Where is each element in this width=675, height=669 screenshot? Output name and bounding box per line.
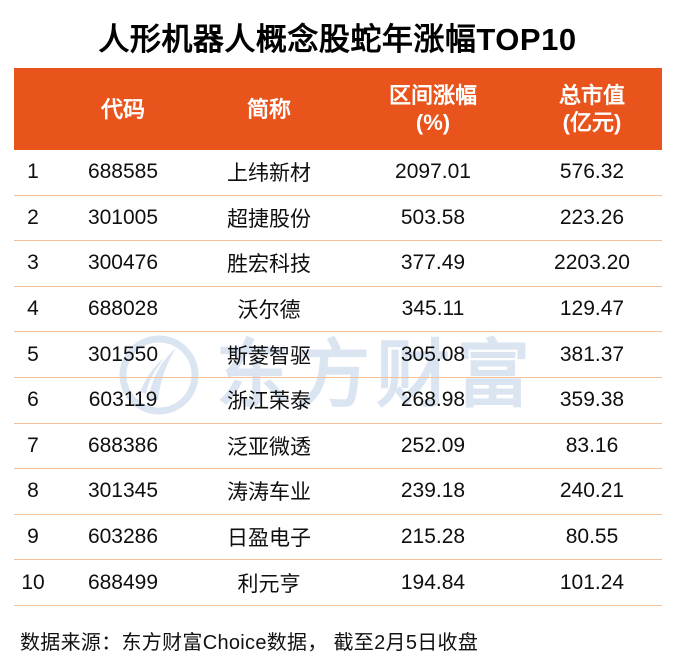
rank-cell: 7 [27, 433, 39, 457]
name-cell: 泛亚微透 [227, 435, 311, 459]
name-cell: 利元亨 [237, 572, 301, 596]
code-cell: 301345 [87, 479, 159, 503]
name-cell: 胜宏科技 [227, 253, 311, 277]
gain-cell: 239.18 [400, 479, 466, 503]
market-cap-cell: 80.55 [565, 525, 619, 549]
market-cap-cell: 223.26 [559, 205, 625, 229]
table-row: 9 603286 日盈电子 215.28 80.55 [14, 515, 662, 561]
rank-cell: 6 [27, 388, 39, 412]
code-cell: 688499 [87, 570, 159, 594]
rank-cell: 4 [27, 297, 39, 321]
rank-cell: 10 [21, 570, 45, 594]
market-cap-cell: 101.24 [559, 570, 625, 594]
market-cap-cell: 576.32 [559, 160, 625, 184]
code-cell: 301005 [87, 205, 159, 229]
table-row: 2 301005 超捷股份 503.58 223.26 [14, 196, 662, 242]
stock-table: 代码 简称 区间涨幅 (%) 总市值 (亿元) 1 688585 上纬新材 2097.01… [14, 68, 662, 606]
market-cap-cell: 359.38 [559, 388, 625, 412]
header-cell-rank [14, 68, 52, 150]
rank-cell: 9 [27, 525, 39, 549]
rank-cell: 1 [27, 160, 39, 184]
code-cell: 688585 [87, 160, 159, 184]
header-cell-market_cap: 总市值 (亿元) [558, 83, 625, 135]
rank-cell: 8 [27, 479, 39, 503]
market-cap-cell: 83.16 [565, 433, 619, 457]
name-cell: 斯菱智驱 [227, 344, 311, 368]
market-cap-cell: 381.37 [559, 342, 625, 366]
page-title: 人形机器人概念股蛇年涨幅TOP10 [98, 22, 577, 57]
code-cell: 688028 [87, 297, 159, 321]
table-row: 6 603119 浙江荣泰 268.98 359.38 [14, 378, 662, 424]
gain-cell: 268.98 [400, 388, 466, 412]
market-cap-cell: 240.21 [559, 479, 625, 503]
gain-cell: 215.28 [400, 525, 466, 549]
header-cell-gain: 区间涨幅 (%) [388, 83, 477, 135]
gain-cell: 252.09 [400, 433, 466, 457]
rank-cell: 2 [27, 205, 39, 229]
gain-cell: 345.11 [401, 297, 465, 321]
code-cell: 603119 [88, 388, 158, 412]
code-cell: 300476 [87, 251, 159, 275]
gain-cell: 194.84 [400, 570, 466, 594]
gain-cell: 377.49 [400, 251, 466, 275]
table-row: 10 688499 利元亨 194.84 101.24 [14, 560, 662, 606]
rank-cell: 5 [27, 342, 39, 366]
rank-cell: 3 [27, 251, 39, 275]
header-cell-name: 简称 [246, 96, 291, 122]
name-cell: 上纬新材 [227, 162, 311, 186]
name-cell: 超捷股份 [227, 207, 311, 231]
gain-cell: 503.58 [400, 205, 466, 229]
table-body: 1 688585 上纬新材 2097.01 576.32 2 301005 超捷… [14, 150, 662, 606]
table-row: 4 688028 沃尔德 345.11 129.47 [14, 287, 662, 333]
market-cap-cell: 129.47 [559, 297, 625, 321]
code-cell: 688386 [87, 433, 159, 457]
gain-cell: 305.08 [400, 342, 466, 366]
code-cell: 603286 [87, 525, 159, 549]
table-row: 1 688585 上纬新材 2097.01 576.32 [14, 150, 662, 196]
name-cell: 沃尔德 [237, 299, 301, 323]
table-row: 5 301550 斯菱智驱 305.08 381.37 [14, 332, 662, 378]
table-row: 3 300476 胜宏科技 377.49 2203.20 [14, 241, 662, 287]
data-source-note: 数据来源：东方财富Choice数据， 截至2月5日收盘 [20, 632, 479, 654]
table-header-row: 代码 简称 区间涨幅 (%) 总市值 (亿元) [14, 68, 662, 150]
header-cell-code: 代码 [100, 96, 145, 122]
name-cell: 涛涛车业 [227, 481, 311, 505]
market-cap-cell: 2203.20 [554, 251, 630, 275]
table-row: 8 301345 涛涛车业 239.18 240.21 [14, 469, 662, 515]
code-cell: 301550 [87, 342, 159, 366]
name-cell: 日盈电子 [227, 527, 311, 551]
table-row: 7 688386 泛亚微透 252.09 83.16 [14, 424, 662, 470]
name-cell: 浙江荣泰 [227, 390, 311, 414]
gain-cell: 2097.01 [395, 160, 471, 184]
